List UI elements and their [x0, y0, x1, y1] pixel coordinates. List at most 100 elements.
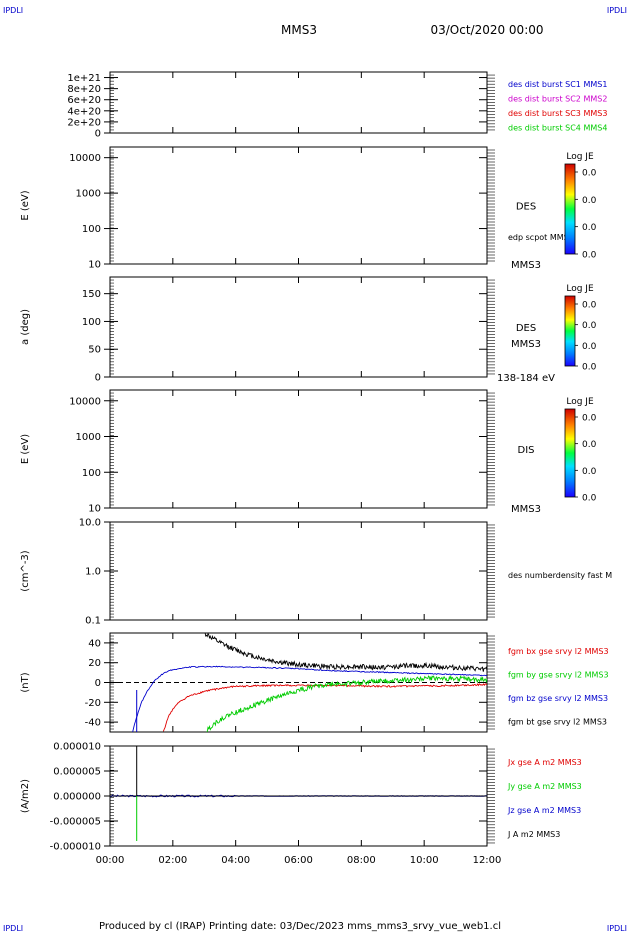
y-tick-label: 100	[82, 317, 101, 328]
colorbar-tick-label: 0.0	[582, 251, 597, 261]
panel-bottom-label: MMS3	[511, 504, 541, 515]
panel-frame	[109, 389, 488, 509]
series-line	[162, 683, 487, 732]
y-tick-label: 10.0	[79, 518, 101, 529]
colorbar	[564, 295, 576, 367]
x-tick-label: 08:00	[347, 855, 376, 866]
y-tick-label: 1000	[76, 189, 101, 200]
panel-dis-energy-spectrogram: 10000 1000 100 10 E (eV) DIS MMS3 Log JE 0.0 0.0 0…	[20, 389, 597, 515]
legend-entry: des dist burst SC2 MMS2	[508, 95, 607, 104]
x-tick-label: 02:00	[158, 855, 187, 866]
instrument-label: DES	[516, 323, 536, 334]
y-tick-label: 1e+21	[67, 73, 101, 84]
y-tick-label: 10000	[69, 153, 101, 164]
y-tick-label: 150	[82, 289, 101, 300]
panel-bottom-label: 138-184 eV	[497, 373, 555, 384]
colorbar-tick-label: 0.0	[582, 321, 597, 331]
panel-current-density: 0.000010 0.000005 0.000000 -0.000005 -0.0000…	[20, 742, 582, 853]
y-tick-label: -20	[85, 698, 101, 709]
y-axis-label: (cm^-3)	[20, 550, 31, 591]
panel-frame	[109, 71, 488, 134]
y-tick-label: -40	[85, 718, 101, 729]
y-tick-label: 0.000005	[53, 767, 101, 778]
y-tick-label: -0.000005	[50, 817, 101, 828]
colorbar-title: Log JE	[566, 152, 594, 162]
spacecraft-title: MMS3	[281, 23, 317, 37]
x-tick-label: 12:00	[473, 855, 502, 866]
x-tick-label: 06:00	[284, 855, 313, 866]
instrument-sublabel: edp scpot MMS3	[508, 233, 574, 242]
series-line	[204, 633, 487, 672]
colorbar-tick-label: 0.0	[582, 363, 597, 373]
legend-entry: fgm bz gse srvy l2 MMS3	[508, 694, 608, 703]
instrument-label: DIS	[518, 445, 535, 456]
panel-des-pitch-angle: 150 100 50 0 a (deg) DES MMS3 138-184 eV Log JE 0…	[20, 276, 597, 384]
y-axis-label: a (deg)	[20, 309, 31, 345]
panel-des-energy-spectrogram: 10000 1000 100 10 E (eV) DES edp scpot MMS3 MMS…	[20, 146, 597, 271]
x-tick-label: 10:00	[410, 855, 439, 866]
y-tick-label: 1.0	[85, 567, 101, 578]
y-tick-label: 10000	[69, 396, 101, 407]
y-tick-label: 10	[88, 260, 101, 271]
time-axis: 00:00 02:00 04:00 06:00 08:00 10:00 12:00	[96, 855, 502, 866]
colorbar-tick-label: 0.0	[582, 414, 597, 424]
legend-entry: Jy gse A m2 MMS3	[507, 782, 582, 791]
panel-frame	[109, 521, 488, 621]
y-tick-label: 4e+20	[67, 106, 101, 117]
y-tick-label: 20	[88, 658, 101, 669]
y-tick-label: 0.1	[85, 616, 101, 627]
series-line	[132, 665, 487, 732]
y-tick-label: 100	[82, 468, 101, 479]
colorbar-tick-label: 0.0	[582, 494, 597, 504]
panel-frame	[109, 276, 488, 378]
footer-credit: Produced by cl (IRAP) Printing date: 03/…	[99, 921, 501, 932]
colorbar-title: Log JE	[566, 397, 594, 407]
y-axis-label: E (eV)	[20, 190, 31, 220]
colorbar	[564, 408, 576, 498]
y-tick-label: 0	[95, 678, 101, 689]
corner-label-top-left: IPDLI	[3, 6, 23, 15]
colorbar-tick-label: 0.0	[582, 301, 597, 311]
y-axis-label: (A/m2)	[20, 779, 31, 813]
series-line	[206, 674, 487, 732]
colorbar-tick-label: 0.0	[582, 223, 597, 233]
legend-entry: fgm bt gse srvy l2 MMS3	[508, 718, 607, 727]
colorbar-tick-label: 0.0	[582, 196, 597, 206]
y-tick-label: 100	[82, 224, 101, 235]
panel-frame	[109, 146, 488, 265]
legend-entry: des numberdensity fast M	[508, 571, 612, 580]
legend-entry: fgm by gse srvy l2 MMS3	[508, 671, 609, 680]
y-tick-label: 0.000010	[53, 742, 101, 753]
y-axis-label: (nT)	[20, 672, 31, 692]
colorbar-title: Log JE	[566, 284, 594, 294]
x-tick-label: 04:00	[221, 855, 250, 866]
y-tick-label: 6e+20	[67, 95, 101, 106]
y-tick-label: -0.000010	[50, 842, 101, 853]
panel-number-density: 10.0 1.0 0.1 (cm^-3) des numberdensity fast …	[20, 518, 612, 627]
panel-bottom-label: MMS3	[511, 260, 541, 271]
y-tick-label: 50	[88, 345, 101, 356]
x-tick-label: 00:00	[96, 855, 125, 866]
legend-entry: J A m2 MMS3	[507, 830, 560, 839]
corner-label-bottom-left: IPDLI	[3, 924, 23, 933]
panel-magnetic-field: 40 20 0 -20 -40 (nT) fgm bx gse srvy l2 MMS3 fg…	[20, 632, 609, 733]
y-tick-label: 10	[88, 504, 101, 515]
instrument-label: DES	[516, 202, 536, 213]
colorbar	[564, 163, 576, 255]
legend-entry: Jz gse A m2 MMS3	[507, 806, 581, 815]
y-tick-label: 0	[95, 373, 101, 384]
colorbar-tick-label: 0.0	[582, 169, 597, 179]
instrument-sublabel: MMS3	[511, 339, 541, 350]
corner-label-bottom-right: IPDLI	[607, 924, 627, 933]
y-tick-label: 40	[88, 638, 101, 649]
colorbar-tick-label: 0.0	[582, 342, 597, 352]
legend-entry: des dist burst SC1 MMS1	[508, 80, 607, 89]
legend-entry: des dist burst SC3 MMS3	[508, 109, 607, 118]
y-tick-label: 0.000000	[53, 792, 101, 803]
colorbar-tick-label: 0.0	[582, 440, 597, 450]
y-tick-label: 8e+20	[67, 84, 101, 95]
legend-entry: fgm bx gse srvy l2 MMS3	[508, 647, 609, 656]
y-tick-label: 2e+20	[67, 117, 101, 128]
colorbar-tick-label: 0.0	[582, 467, 597, 477]
